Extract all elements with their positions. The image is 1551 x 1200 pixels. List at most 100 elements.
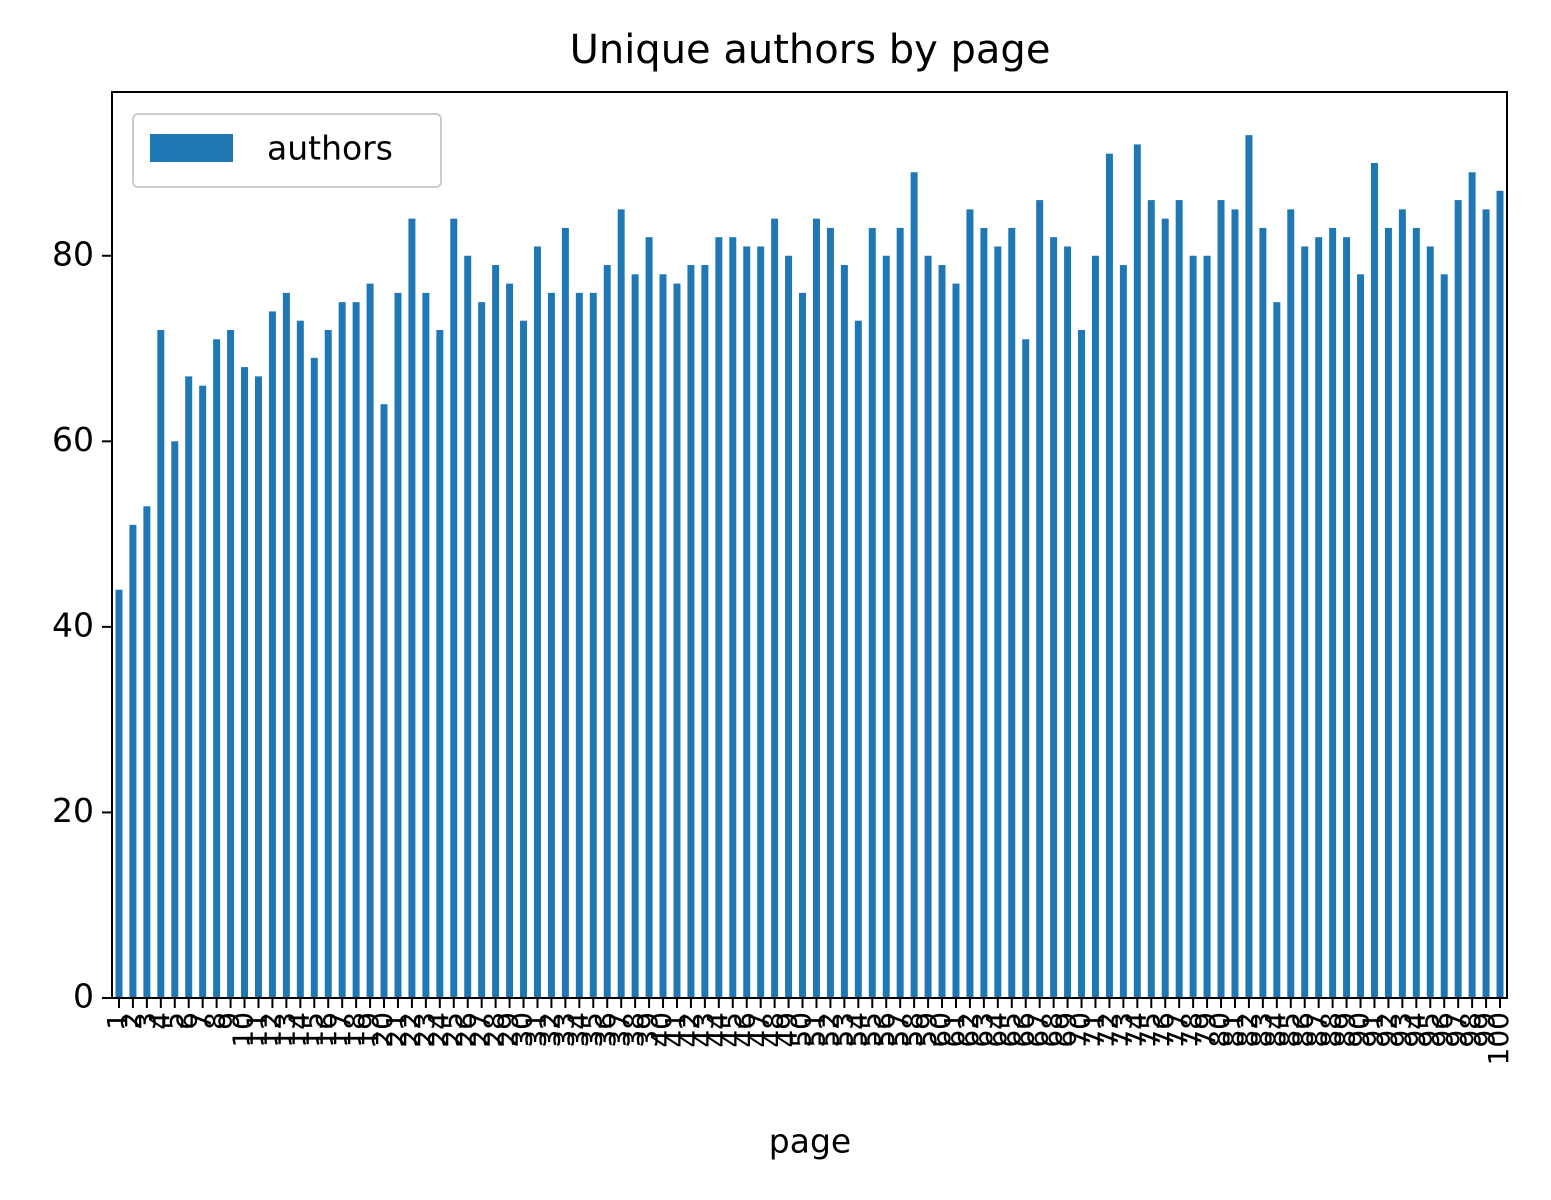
- bar: [826, 227, 834, 998]
- x-tick-label: 69: [1050, 1012, 1083, 1048]
- legend-label: authors: [267, 129, 393, 168]
- x-tick-label: 72: [1091, 1012, 1124, 1048]
- bar: [492, 265, 500, 998]
- bar: [631, 274, 639, 998]
- bar: [296, 320, 304, 999]
- bar: [561, 227, 569, 998]
- bar: [840, 265, 848, 998]
- bar: [1315, 237, 1323, 998]
- bar: [729, 237, 737, 998]
- x-axis-label: page: [769, 1122, 851, 1161]
- x-tick-label: 24: [422, 1012, 455, 1048]
- bar: [1217, 200, 1225, 998]
- bar: [1496, 190, 1504, 999]
- bar: [603, 265, 611, 998]
- bar: [547, 292, 555, 998]
- x-tick-label: 98: [1454, 1012, 1487, 1048]
- bar: [896, 227, 904, 998]
- x-tick-label: 23: [408, 1012, 441, 1048]
- y-tick-label: 20: [52, 791, 94, 830]
- bar: [199, 385, 207, 998]
- x-tick-label: 61: [938, 1012, 971, 1048]
- x-tick-label: 53: [826, 1012, 859, 1048]
- bar: [1273, 302, 1281, 998]
- x-tick-label: 87: [1301, 1012, 1334, 1048]
- bar: [1426, 246, 1434, 999]
- x-tick-label: 100: [1482, 1012, 1515, 1065]
- x-tick-label: 12: [254, 1012, 287, 1048]
- x-tick-label: 30: [506, 1012, 539, 1048]
- x-tick-label: 34: [561, 1012, 594, 1048]
- bar: [589, 292, 597, 998]
- x-tick-label: 33: [547, 1012, 580, 1048]
- x-tick-label: 65: [994, 1012, 1027, 1048]
- bar: [882, 255, 890, 998]
- bar: [1203, 255, 1211, 998]
- x-tick-label: 91: [1356, 1012, 1389, 1048]
- x-tick-label: 26: [450, 1012, 483, 1048]
- bar: [310, 357, 318, 998]
- x-tick-label: 77: [1161, 1012, 1194, 1048]
- bar: [1231, 209, 1239, 998]
- x-tick-label: 97: [1440, 1012, 1473, 1048]
- bar: [533, 246, 541, 999]
- bar: [1370, 162, 1378, 999]
- bar: [1147, 200, 1155, 998]
- x-tick-label: 8: [199, 1012, 232, 1030]
- x-tick-label: 16: [310, 1012, 343, 1048]
- x-tick-label: 89: [1329, 1012, 1362, 1048]
- x-tick-label: 32: [533, 1012, 566, 1048]
- x-tick-label: 21: [380, 1012, 413, 1048]
- bar: [1287, 209, 1295, 998]
- bar: [1357, 274, 1365, 998]
- y-tick-label: 60: [52, 420, 94, 459]
- x-tick-label: 82: [1231, 1012, 1264, 1048]
- bar: [171, 441, 179, 998]
- x-tick-label: 79: [1189, 1012, 1222, 1048]
- x-tick-label: 83: [1245, 1012, 1278, 1048]
- bar: [380, 404, 388, 999]
- bar: [1091, 255, 1099, 998]
- bar: [994, 246, 1002, 999]
- bar: [129, 524, 137, 998]
- x-tick-label: 35: [575, 1012, 608, 1048]
- bar: [478, 302, 486, 998]
- x-tick-label: 78: [1175, 1012, 1208, 1048]
- bar: [366, 283, 374, 998]
- bar: [659, 274, 667, 998]
- bar: [1398, 209, 1406, 998]
- x-tick-label: 20: [366, 1012, 399, 1048]
- x-tick-label: 81: [1217, 1012, 1250, 1048]
- bar: [771, 218, 779, 999]
- x-tick-label: 10: [227, 1012, 260, 1048]
- chart-title: Unique authors by page: [570, 27, 1051, 73]
- x-tick-label: 57: [882, 1012, 915, 1048]
- legend-box: [132, 113, 442, 188]
- x-tick-label: 93: [1384, 1012, 1417, 1048]
- x-tick-label: 90: [1343, 1012, 1376, 1048]
- bar: [506, 283, 514, 998]
- bar: [422, 292, 430, 998]
- bar: [673, 283, 681, 998]
- bar: [1412, 227, 1420, 998]
- x-tick-label: 88: [1315, 1012, 1348, 1048]
- bar: [436, 329, 444, 998]
- bar: [1245, 135, 1253, 999]
- bar: [1064, 246, 1072, 999]
- bar: [980, 227, 988, 998]
- bar: [924, 255, 932, 998]
- x-tick-label: 2: [115, 1012, 148, 1030]
- bar: [185, 376, 193, 999]
- bar: [338, 302, 346, 998]
- bar: [952, 283, 960, 998]
- x-tick-label: 39: [631, 1012, 664, 1048]
- y-tick-label: 80: [52, 234, 94, 273]
- plot-frame: [111, 91, 1508, 999]
- bar: [1454, 200, 1462, 998]
- bar: [464, 255, 472, 998]
- bar: [1119, 265, 1127, 998]
- x-tick-label: 92: [1370, 1012, 1403, 1048]
- y-tick-label: 0: [73, 977, 94, 1016]
- x-tick-label: 38: [617, 1012, 650, 1048]
- x-tick-label: 67: [1022, 1012, 1055, 1048]
